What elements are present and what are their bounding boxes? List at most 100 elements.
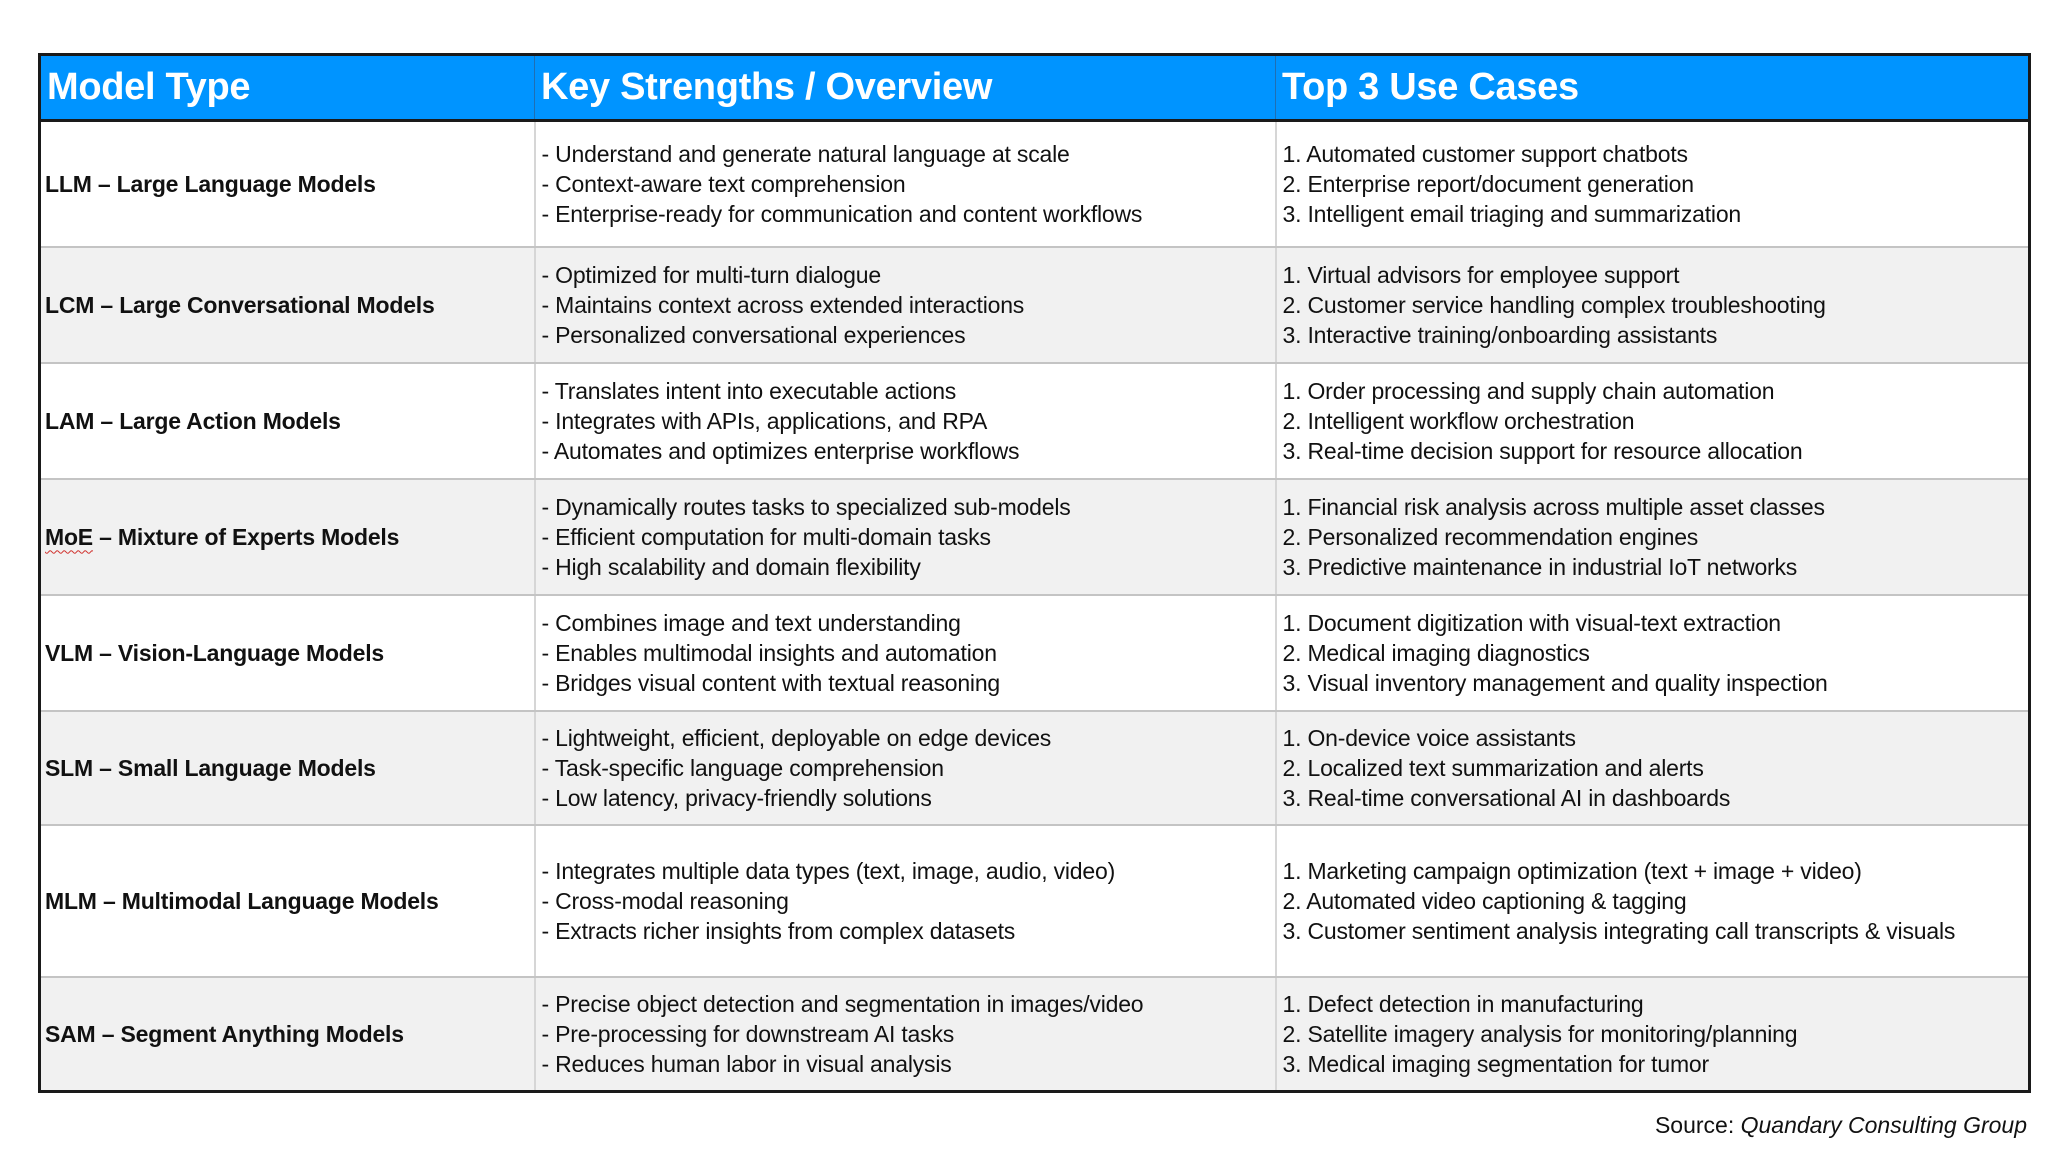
model-type-cell: LAM – Large Action Models [39,362,536,480]
strengths-cell: - Dynamically routes tasks to specialize… [534,478,1277,596]
strength-item: - Precise object detection and segmentat… [541,990,1144,1017]
model-abbr: VLM [45,639,93,666]
use-case-item: 1. On-device voice assistants [1282,724,1577,751]
source-organization: Quandary Consulting Group [1740,1112,2027,1138]
model-type-cell: MLM – Multimodal Language Models [39,824,536,978]
strengths-cell: - Optimized for multi-turn dialogue - Ma… [534,246,1277,364]
use-case-item: 1. Document digitization with visual-tex… [1282,609,1782,636]
strengths-cell: - Translates intent into executable acti… [534,362,1277,480]
model-abbr: LLM [45,170,92,197]
header-model-type: Model Type [39,54,535,122]
source-label: Source: [1654,1112,1741,1138]
table-row-slm: SLM – Small Language Models - Lightweigh… [39,710,2030,826]
strengths-cell: - Integrates multiple data types (text, … [534,824,1277,978]
model-name: – Multimodal Language Models [96,887,439,914]
header-key-strengths: Key Strengths / Overview [534,54,1276,122]
strength-item: - Reduces human labor in visual analysis [541,1050,952,1077]
model-name: – Segment Anything Models [95,1020,404,1047]
use-case-item: 1. Order processing and supply chain aut… [1282,377,1775,404]
strength-item: - Optimized for multi-turn dialogue [541,261,882,288]
strength-item: - Cross-modal reasoning [541,887,789,914]
model-name: – Large Action Models [94,407,341,434]
use-case-item: 3. Medical imaging segmentation for tumo… [1282,1050,1710,1077]
model-comparison-table: Model Type Key Strengths / Overview Top … [38,53,2031,1093]
model-type-cell: LCM – Large Conversational Models [39,246,536,364]
use-cases-cell: 1. On-device voice assistants 2. Localiz… [1275,710,2030,826]
model-abbr: LCM [45,291,95,318]
use-case-item: 1. Automated customer support chatbots [1282,140,1689,167]
model-type-cell: LLM – Large Language Models [39,120,536,248]
strength-item: - Personalized conversational experience… [541,321,966,348]
table-row-sam: SAM – Segment Anything Models - Precise … [39,976,2030,1092]
strength-item: - Integrates multiple data types (text, … [541,857,1116,884]
use-case-item: 3. Predictive maintenance in industrial … [1282,553,1798,580]
strength-item: - Combines image and text understanding [541,609,961,636]
table-row-moe: MoE – Mixture of Experts Models - Dynami… [39,478,2030,596]
use-cases-cell: 1. Virtual advisors for employee support… [1275,246,2030,364]
model-type-cell: SAM – Segment Anything Models [39,976,536,1092]
header-row: Model Type Key Strengths / Overview Top … [39,54,2030,122]
model-name: – Large Language Models [91,170,376,197]
strength-item: - Enables multimodal insights and automa… [541,639,997,666]
use-case-item: 2. Satellite imagery analysis for monito… [1282,1020,1798,1047]
model-type-cell: MoE – Mixture of Experts Models [39,478,536,596]
strength-item: - Task-specific language comprehension [541,754,945,781]
table-row-lcm: LCM – Large Conversational Models - Opti… [39,246,2030,364]
use-case-item: 1. Financial risk analysis across multip… [1282,493,1825,520]
strength-item: - Maintains context across extended inte… [541,291,1025,318]
use-case-item: 1. Defect detection in manufacturing [1282,990,1644,1017]
model-abbr-spellcheck-flagged: MoE [45,523,93,550]
strength-item: - Integrates with APIs, applications, an… [541,407,988,434]
strength-item: - Pre-processing for downstream AI tasks [541,1020,955,1047]
strength-item: - High scalability and domain flexibilit… [541,553,921,580]
source-attribution: Source: Quandary Consulting Group [1655,1112,2027,1139]
use-case-item: 3. Real-time conversational AI in dashbo… [1282,784,1731,811]
strength-item: - Bridges visual content with textual re… [541,669,1001,696]
use-cases-cell: 1. Order processing and supply chain aut… [1275,362,2030,480]
strength-item: - Extracts richer insights from complex … [541,917,1016,944]
use-case-item: 3. Customer sentiment analysis integrati… [1282,917,1956,944]
model-type-cell: VLM – Vision-Language Models [39,594,536,712]
model-type-cell: SLM – Small Language Models [39,710,536,826]
strength-item: - Low latency, privacy-friendly solution… [541,784,932,811]
strengths-cell: - Combines image and text understanding … [534,594,1277,712]
use-case-item: 2. Automated video captioning & tagging [1282,887,1687,914]
table-row-vlm: VLM – Vision-Language Models - Combines … [39,594,2030,712]
use-case-item: 2. Medical imaging diagnostics [1282,639,1590,666]
use-case-item: 1. Virtual advisors for employee support [1282,261,1680,288]
strength-item: - Dynamically routes tasks to specialize… [541,493,1071,520]
use-case-item: 3. Intelligent email triaging and summar… [1282,200,1742,227]
table-body: LLM – Large Language Models - Understand… [39,120,2030,1092]
model-comparison-table-container: Model Type Key Strengths / Overview Top … [38,53,2031,1093]
table-row-mlm: MLM – Multimodal Language Models - Integ… [39,824,2030,978]
strengths-cell: - Precise object detection and segmentat… [534,976,1277,1092]
use-case-item: 2. Intelligent workflow orchestration [1282,407,1635,434]
strength-item: - Efficient computation for multi-domain… [541,523,991,550]
table-row-lam: LAM – Large Action Models - Translates i… [39,362,2030,480]
use-case-item: 2. Enterprise report/document generation [1282,170,1695,197]
use-case-item: 2. Personalized recommendation engines [1282,523,1699,550]
model-name: – Small Language Models [92,754,376,781]
table-row-llm: LLM – Large Language Models - Understand… [39,120,2030,248]
strength-item: - Context-aware text comprehension [541,170,906,197]
model-name: – Large Conversational Models [94,291,435,318]
model-abbr: SAM [45,1020,96,1047]
use-case-item: 3. Visual inventory management and quali… [1282,669,1828,696]
strength-item: - Lightweight, efficient, deployable on … [541,724,1052,751]
model-name: – Mixture of Experts Models [92,523,400,550]
use-case-item: 2. Customer service handling complex tro… [1282,291,1826,318]
use-cases-cell: 1. Document digitization with visual-tex… [1275,594,2030,712]
use-cases-cell: 1. Defect detection in manufacturing 2. … [1275,976,2030,1092]
strength-item: - Understand and generate natural langua… [541,140,1070,167]
use-case-item: 3. Interactive training/onboarding assis… [1282,321,1718,348]
use-case-item: 3. Real-time decision support for resour… [1282,437,1803,464]
use-cases-cell: 1. Automated customer support chatbots 2… [1275,120,2030,248]
strength-item: - Enterprise-ready for communication and… [541,200,1143,227]
table-header: Model Type Key Strengths / Overview Top … [39,54,2030,122]
header-top-use-cases: Top 3 Use Cases [1275,54,2030,122]
use-cases-cell: 1. Marketing campaign optimization (text… [1275,824,2030,978]
use-case-item: 1. Marketing campaign optimization (text… [1282,857,1862,884]
strengths-cell: - Understand and generate natural langua… [534,120,1277,248]
use-cases-cell: 1. Financial risk analysis across multip… [1275,478,2030,596]
model-abbr: MLM [45,887,97,914]
